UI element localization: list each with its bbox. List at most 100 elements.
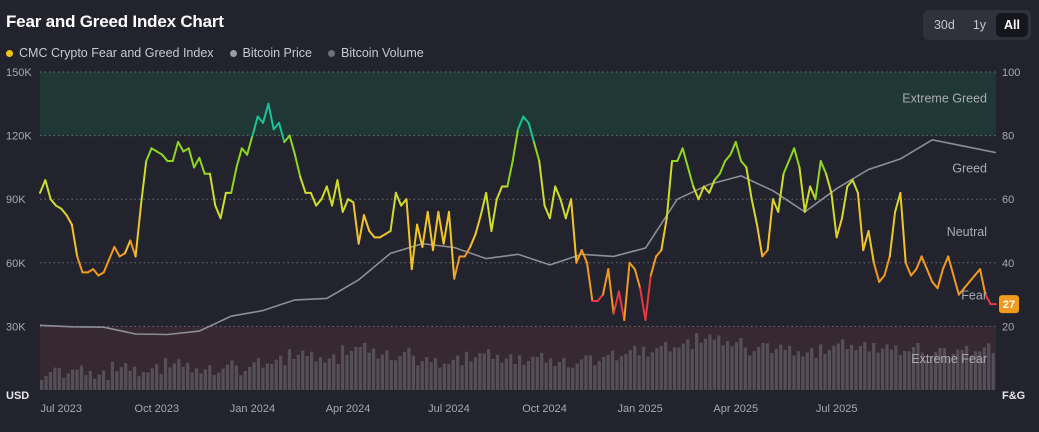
fear-greed-segment [102, 258, 111, 274]
fear-greed-segment [963, 280, 971, 290]
volume-bar [407, 347, 411, 390]
volume-bar [894, 345, 898, 390]
fear-greed-segment [840, 185, 849, 220]
fear-greed-segment [527, 121, 535, 143]
volume-bar [274, 359, 278, 390]
y-right-axis-label: F&G [1002, 390, 1025, 402]
volume-bar [473, 357, 477, 390]
volume-bar [743, 347, 747, 390]
volume-bar [805, 352, 809, 390]
volume-bar [761, 342, 765, 390]
volume-bar [398, 356, 402, 390]
volume-bar [504, 358, 508, 390]
fear-greed-segment [617, 290, 626, 322]
volume-bar [110, 361, 115, 390]
volume-bar [491, 358, 495, 390]
volume-bar [438, 367, 442, 390]
volume-bar [177, 359, 181, 390]
fear-greed-segment [564, 198, 573, 220]
volume-bar [827, 349, 832, 390]
fear-greed-segment [867, 230, 875, 264]
volume-bar [217, 372, 221, 390]
volume-bar [557, 361, 562, 390]
volume-bar [70, 369, 75, 390]
volume-bar [695, 333, 699, 390]
fear-greed-segment [665, 160, 674, 220]
volume-bar [425, 357, 429, 390]
fear-greed-segment [490, 198, 498, 232]
volume-bar [239, 375, 243, 390]
fear-greed-segment [740, 160, 748, 169]
volume-bar [540, 352, 544, 390]
fear-greed-segment [702, 185, 711, 194]
volume-bar [628, 349, 632, 390]
volume-bar [792, 355, 796, 390]
volume-bar [66, 373, 70, 390]
volume-bar [664, 341, 668, 390]
legend-item-bitcoin-price[interactable]: Bitcoin Price [229, 46, 312, 60]
fear-greed-segment [878, 274, 886, 283]
volume-bar [345, 355, 349, 390]
volume-bar [889, 349, 894, 390]
fear-greed-segment [76, 255, 84, 274]
volume-bar [62, 377, 66, 390]
volume-bar [650, 352, 655, 390]
volume-bar [420, 361, 424, 390]
fear-greed-segment [405, 198, 413, 271]
volume-bar [394, 360, 398, 390]
zone-label: Extreme Fear [911, 352, 987, 366]
fear-greed-segment [910, 268, 918, 277]
legend-item-fear-greed[interactable]: CMC Crypto Fear and Greed Index [6, 46, 214, 60]
volume-bar [411, 355, 416, 390]
volume-bar [535, 357, 539, 390]
legend-dot-bitcoin-price [229, 49, 237, 57]
range-30d-button[interactable]: 30d [933, 18, 955, 32]
volume-bar [774, 348, 778, 390]
range-1y-button[interactable]: 1y [972, 18, 987, 32]
fear-greed-segment [936, 268, 944, 290]
volume-bar [911, 347, 916, 390]
volume-bar [354, 346, 358, 390]
fear-greed-segment [368, 230, 376, 239]
volume-bar [57, 368, 61, 390]
fear-greed-segment [697, 185, 705, 201]
volume-bar [907, 351, 911, 390]
volume-bar [93, 378, 97, 390]
volume-bar [619, 356, 624, 390]
fear-greed-segment [139, 160, 148, 207]
fear-greed-segment [309, 191, 318, 207]
volume-bar [332, 354, 336, 390]
volume-bar [898, 355, 902, 390]
fear-greed-segment [734, 140, 743, 163]
fear-greed-segment [463, 245, 472, 258]
volume-bar [584, 355, 588, 390]
volume-bar [934, 352, 938, 390]
fear-greed-segment [931, 280, 939, 290]
fear-greed-segment [957, 287, 966, 296]
fear-greed-segment [798, 166, 806, 213]
volume-bar [575, 363, 579, 390]
fear-greed-segment [230, 166, 238, 194]
volume-bar [571, 367, 575, 390]
fear-greed-segment [984, 293, 992, 306]
fear-greed-segment [155, 150, 164, 156]
fear-greed-segment [777, 172, 785, 213]
range-all-button[interactable]: All [996, 13, 1028, 37]
volume-bar [309, 351, 314, 390]
fear-greed-segment [761, 249, 769, 258]
x-tick-label: Apr 2024 [326, 403, 371, 415]
legend-item-bitcoin-volume[interactable]: Bitcoin Volume [328, 46, 424, 60]
y-left-tick-label: 150K [6, 67, 32, 79]
volume-bar [97, 374, 101, 390]
fear-greed-segment [251, 115, 259, 137]
fear-greed-segment [161, 153, 169, 163]
fear-greed-segment [809, 185, 817, 201]
volume-bar [380, 354, 385, 390]
fear-greed-segment [787, 147, 796, 163]
fear-greed-segment [394, 191, 403, 207]
fear-greed-segment [750, 198, 758, 226]
fear-greed-segment [352, 201, 360, 245]
volume-bar [801, 356, 805, 390]
fear-greed-segment [288, 134, 296, 156]
